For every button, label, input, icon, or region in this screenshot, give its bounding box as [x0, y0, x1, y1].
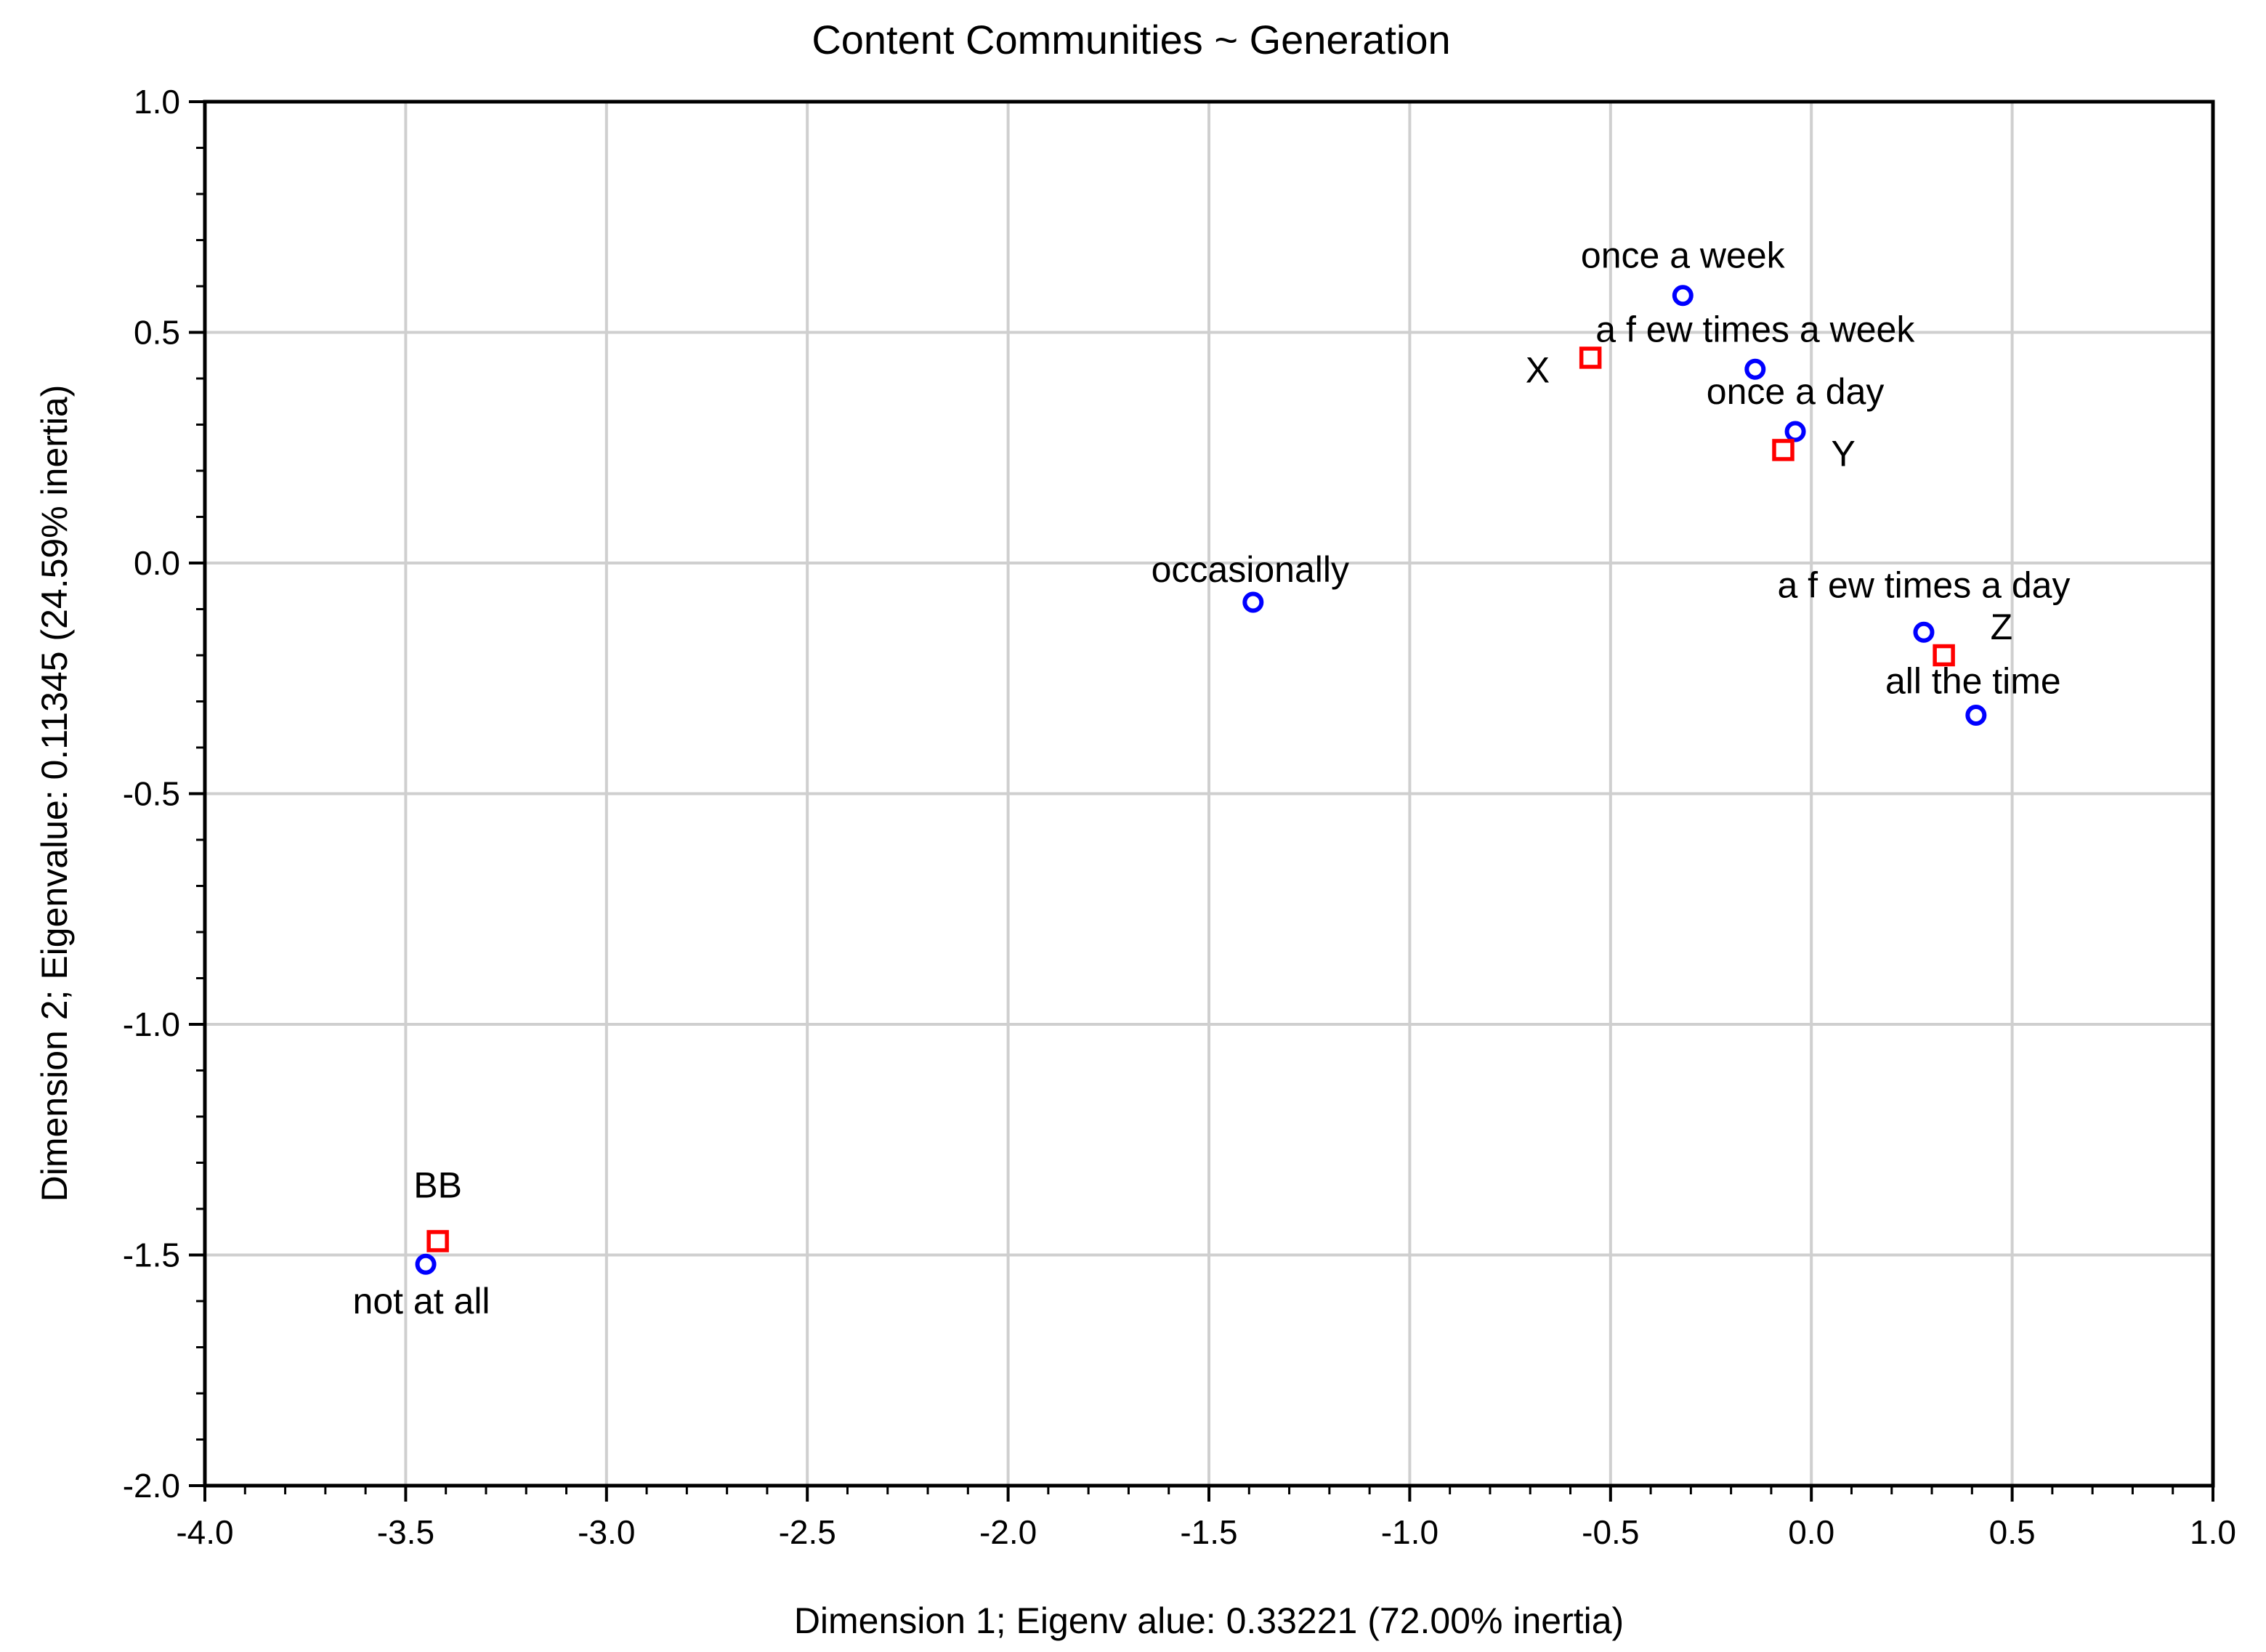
x-axis-tick-labels: -4.0 -3.5 -3.0 -2.5 -2.0 -1.5 -1.0 -0.5 0.0 0.5 1.… — [176, 1513, 2236, 1551]
point-label: BB — [413, 1165, 462, 1205]
x-tick-label: -4.0 — [176, 1513, 233, 1551]
x-tick-label: -0.5 — [1582, 1513, 1639, 1551]
point-label: once a day — [1707, 371, 1885, 412]
x-tick-label: -3.0 — [578, 1513, 635, 1551]
y-axis-label: Dimension 2; Eigenvalue: 0.11345 (24.59%… — [34, 385, 75, 1202]
x-tick-label: -1.0 — [1381, 1513, 1438, 1551]
y-tick-label: -1.0 — [123, 1005, 180, 1043]
point-label: occasionally — [1152, 549, 1349, 590]
x-tick-label: 1.0 — [2190, 1513, 2236, 1551]
point-label: a f ew times a day — [1777, 564, 2070, 605]
y-tick-label: 1.0 — [134, 83, 180, 121]
x-tick-label: -2.5 — [779, 1513, 836, 1551]
x-tick-label: -1.5 — [1180, 1513, 1237, 1551]
row-point-marker — [1784, 421, 1806, 442]
y-axis-tick-labels: 1.0 0.5 0.0 -0.5 -1.0 -1.5 -2.0 — [123, 83, 180, 1505]
y-tick-label: -1.5 — [123, 1236, 180, 1274]
y-tick-label: -2.0 — [123, 1467, 180, 1505]
point-label: not at all — [353, 1281, 490, 1321]
plot-frame — [203, 100, 2215, 1488]
row-point-marker — [1242, 591, 1264, 613]
point-label: Y — [1832, 433, 1856, 474]
row-point-marker — [1913, 621, 1935, 643]
x-tick-label: 0.5 — [1989, 1513, 2036, 1551]
point-label: all the time — [1885, 661, 2061, 702]
data-points: once a week a f ew times a week once a day… — [353, 235, 2071, 1321]
column-point-marker — [1933, 644, 1955, 667]
row-point-marker — [415, 1253, 437, 1275]
series-generation: X Y Z BB — [413, 347, 2013, 1252]
grid-lines — [205, 102, 2213, 1486]
x-tick-label: -2.0 — [979, 1513, 1037, 1551]
column-point-marker — [1579, 347, 1602, 369]
row-point-marker — [1672, 285, 1694, 307]
y-tick-label: -0.5 — [123, 775, 180, 813]
column-point-marker — [426, 1230, 449, 1252]
x-tick-label: 0.0 — [1788, 1513, 1834, 1551]
point-label: X — [1526, 349, 1550, 390]
row-point-marker — [1744, 358, 1766, 380]
point-label: Z — [1991, 607, 2013, 647]
row-point-marker — [1965, 705, 1987, 726]
series-content-communities: once a week a f ew times a week once a day… — [353, 235, 2071, 1321]
chart-title: Content Communities ~ Generation — [812, 17, 1450, 62]
column-point-marker — [1772, 439, 1794, 461]
y-tick-label: 0.5 — [134, 314, 180, 352]
x-tick-label: -3.5 — [377, 1513, 434, 1551]
point-label: a f ew times a week — [1595, 309, 1915, 349]
point-label: once a week — [1581, 235, 1786, 276]
y-tick-label: 0.0 — [134, 544, 180, 582]
x-axis-label: Dimension 1; Eigenv alue: 0.33221 (72.00… — [794, 1600, 1624, 1641]
